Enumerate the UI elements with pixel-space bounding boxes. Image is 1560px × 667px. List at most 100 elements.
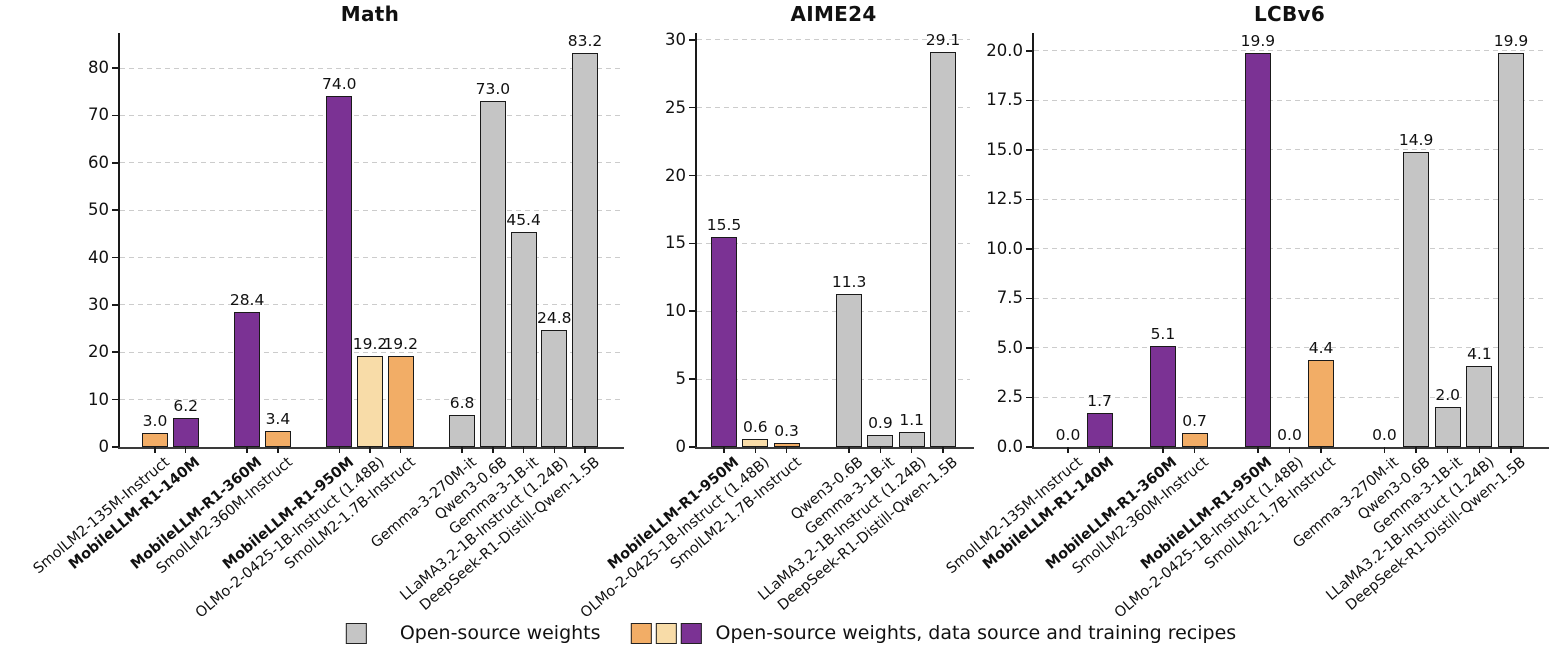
x-tick [492,447,494,453]
y-tick-label: 0 [675,437,687,456]
x-tick [1383,447,1386,453]
gridline [120,351,620,353]
x-tick [1288,447,1291,453]
bar-value-label: 0.3 [774,422,799,440]
x-tick [723,447,725,453]
x-tick [1193,447,1196,453]
chart-title: LCBv6 [1253,2,1326,26]
bar [357,356,383,447]
y-tick-label: 0.0 [996,437,1023,456]
bar [711,237,737,447]
y-tick-label: 5.0 [996,337,1023,357]
y-tick [1026,396,1033,399]
gridline [697,310,970,312]
bar-value-label: 1.7 [1087,392,1112,410]
x-category-label: OLMo-2-0425-1B-Instruct (1.48B) [578,454,773,622]
legend-item: Open-source weights [345,622,601,644]
x-tick [584,447,586,453]
x-tick [1257,447,1259,453]
x-tick [1446,447,1449,453]
y-tick-label: 25 [665,97,686,117]
x-tick [1510,447,1512,453]
y-axis-spine [1032,33,1034,449]
bar-value-label: 4.4 [1308,339,1334,357]
bar-value-label: 83.2 [567,32,603,50]
y-tick [1026,99,1033,102]
y-tick-label: 30 [665,29,686,49]
gridline [697,242,970,244]
bar [234,312,261,447]
x-tick [1098,447,1101,453]
bar-value-label: 19.2 [383,335,418,353]
bar [1466,366,1493,447]
bar-value-label: 0.6 [742,418,768,436]
x-tick [1478,447,1481,453]
y-tick [112,304,119,306]
bar-value-label: 19.2 [352,335,388,353]
y-tick-label: 15 [665,233,686,253]
bar-value-label: 0.0 [1277,426,1302,444]
bar-value-label: 24.8 [537,309,572,327]
y-tick [1026,50,1033,52]
y-tick-label: 50 [88,200,109,220]
gridline [697,378,970,380]
gridline [120,304,620,306]
gridline [1034,99,1545,101]
gridline [697,175,970,177]
y-tick-label: 0 [98,437,110,456]
y-tick-label: 80 [88,58,109,78]
y-tick [112,209,119,211]
bar-value-label: 73.0 [475,80,511,98]
bar-value-label: 0.0 [1055,426,1081,444]
x-tick [1320,447,1322,453]
y-tick-label: 20 [88,342,109,362]
y-tick [1026,347,1033,349]
y-tick [1026,297,1033,300]
bar-value-label: 3.4 [265,410,291,428]
legend-swatch [345,622,367,644]
bar [479,101,506,447]
bar-value-label: 45.4 [506,211,541,229]
gridline [120,257,620,259]
y-tick-label: 70 [88,105,109,125]
x-tick [369,447,371,453]
bar [1434,407,1461,447]
y-tick [1026,446,1033,448]
y-axis-spine [695,33,697,449]
bar [387,356,414,447]
bar [1308,360,1335,447]
y-tick-label: 17.5 [986,90,1023,110]
bar-value-label: 4.1 [1467,345,1492,363]
y-tick-label: 10 [665,301,686,321]
y-tick [112,256,119,259]
y-tick [1026,198,1033,201]
chart-aime24: AIME24 0 5 10 15 20 25 30 15.5 MobileLLM-R1-950M 0… [578,2,974,621]
y-tick [689,38,696,41]
y-tick [1026,149,1033,151]
bar [449,415,476,447]
x-tick [754,447,757,453]
y-tick-label: 10.0 [986,238,1023,258]
x-tick [1162,447,1164,453]
bar-value-label: 74.0 [322,75,357,93]
y-tick [112,351,119,354]
bar [541,330,568,447]
y-tick [689,174,696,177]
y-tick [112,67,119,69]
gridline [1034,198,1545,200]
legend-swatch [680,622,702,644]
x-tick [785,447,788,453]
y-tick [689,378,696,380]
legend-swatch [655,622,677,644]
bar-value-label: 5.1 [1150,325,1176,343]
legend-swatch-group [345,622,367,644]
chart-math: Math 0 10 20 30 40 50 60 70 80 3.0 SmolLM2-135M-Ins… [30,2,624,621]
bar [510,232,537,447]
bar-value-label: 15.5 [706,216,742,234]
bar-value-label: 1.1 [899,411,925,429]
x-axis-spine [695,447,974,449]
legend-swatch [630,622,652,644]
bar [1498,53,1524,447]
y-tick [689,310,696,313]
